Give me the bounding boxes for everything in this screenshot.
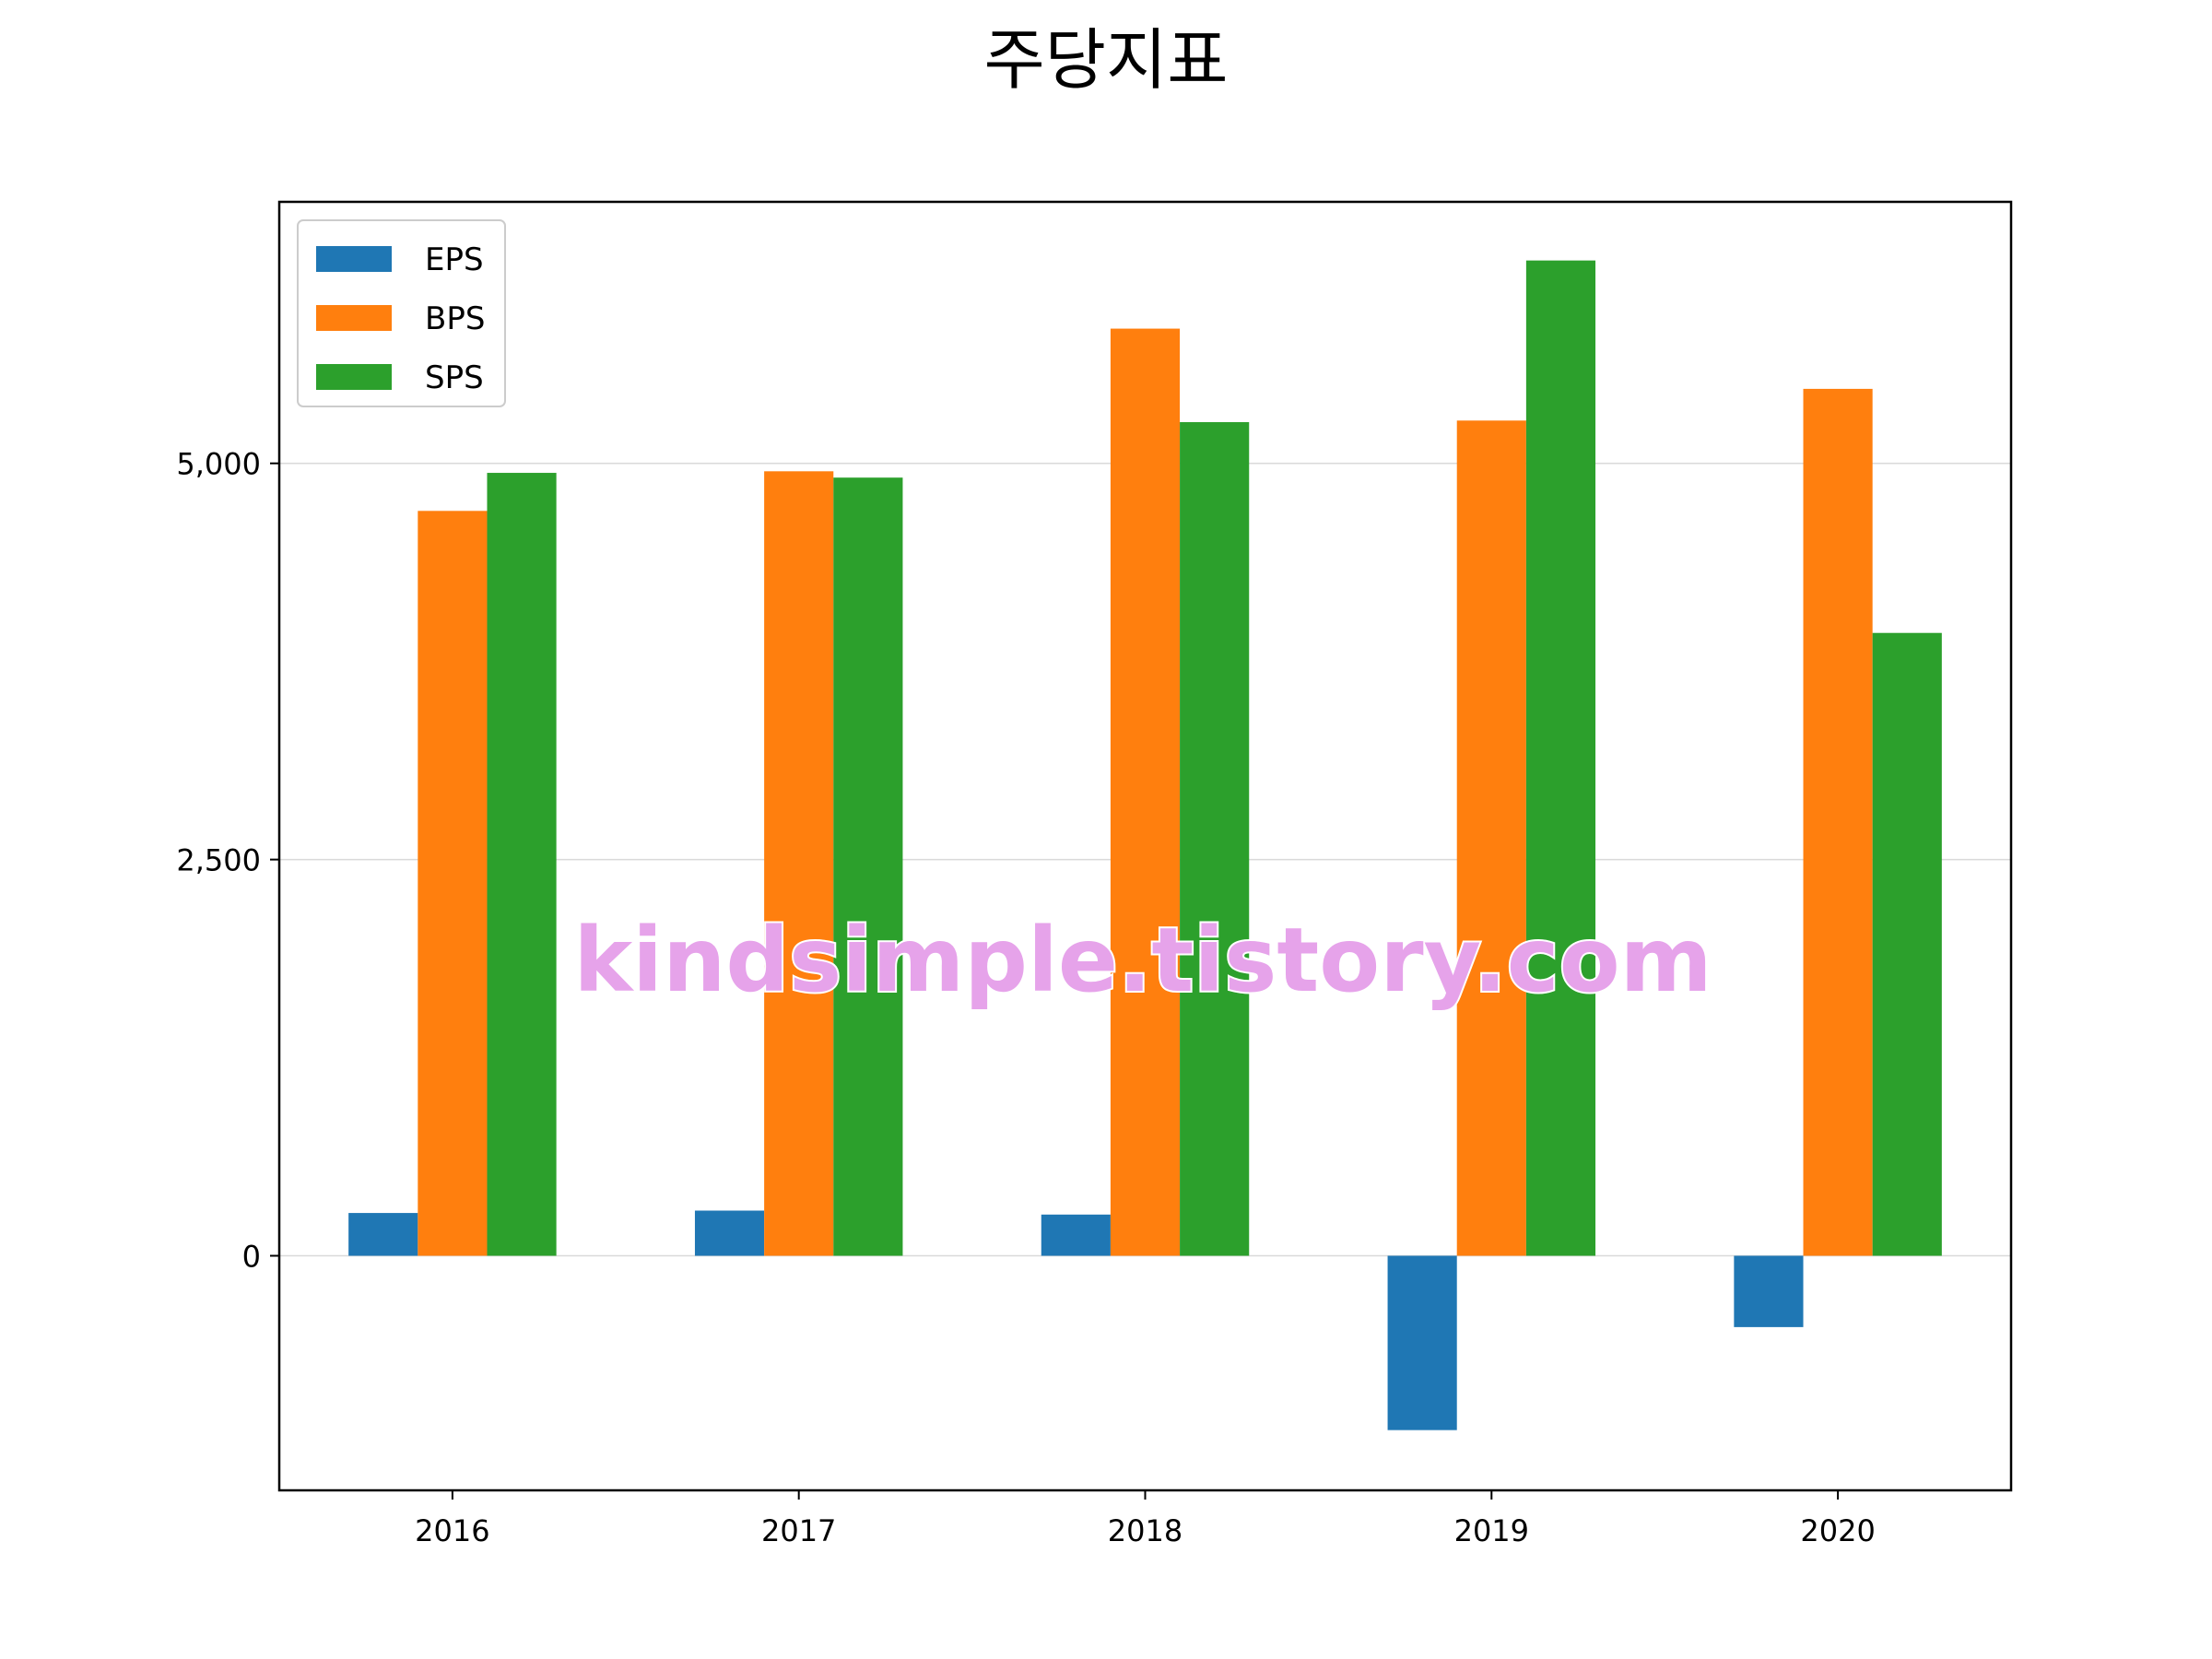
y-tick-label: 0 [242, 1240, 261, 1275]
legend: EPS BPS SPS [297, 219, 506, 407]
x-tick-label: 2017 [761, 1513, 836, 1548]
chart-title: 주당지표 [984, 21, 1229, 99]
legend-label-eps: EPS [425, 241, 484, 278]
x-axis-ticks: 2016 2017 2018 2019 2020 [415, 1490, 1876, 1548]
axes-frame [277, 200, 2013, 1492]
y-tick-label: 5,000 [176, 447, 261, 482]
bar-eps-2019 [1387, 1255, 1457, 1430]
x-tick-label: 2016 [415, 1513, 489, 1548]
y-tick-label: 2,500 [176, 843, 261, 878]
legend-swatch-bps [316, 305, 392, 331]
bar-eps-2020 [1734, 1255, 1804, 1327]
bar-bps-2020 [1803, 388, 1873, 1256]
legend-swatch-eps [316, 246, 392, 272]
bar-eps-2017 [694, 1210, 765, 1256]
x-tick-label: 2018 [1108, 1513, 1182, 1548]
bar-bps-2018 [1110, 328, 1181, 1256]
bar-bps-2017 [764, 471, 834, 1256]
bar-sps-2018 [1180, 422, 1250, 1256]
x-tick-label: 2019 [1454, 1513, 1529, 1548]
legend-label-bps: BPS [425, 300, 485, 337]
bar-eps-2018 [1041, 1214, 1111, 1256]
bar-sps-2019 [1525, 260, 1596, 1256]
y-axis-ticks: 0 2,500 5,000 [176, 447, 279, 1275]
legend-label-sps: SPS [425, 359, 484, 396]
bar-sps-2020 [1872, 632, 1942, 1256]
bars [348, 260, 1942, 1430]
bar-bps-2016 [418, 511, 488, 1256]
bar-sps-2016 [487, 473, 557, 1256]
bar-eps-2016 [348, 1213, 418, 1256]
legend-swatch-sps [316, 364, 392, 390]
x-tick-label: 2020 [1800, 1513, 1875, 1548]
bar-bps-2019 [1456, 420, 1526, 1256]
watermark: kindsimple.tistory.com [573, 909, 1712, 1012]
bar-sps-2017 [833, 477, 903, 1256]
